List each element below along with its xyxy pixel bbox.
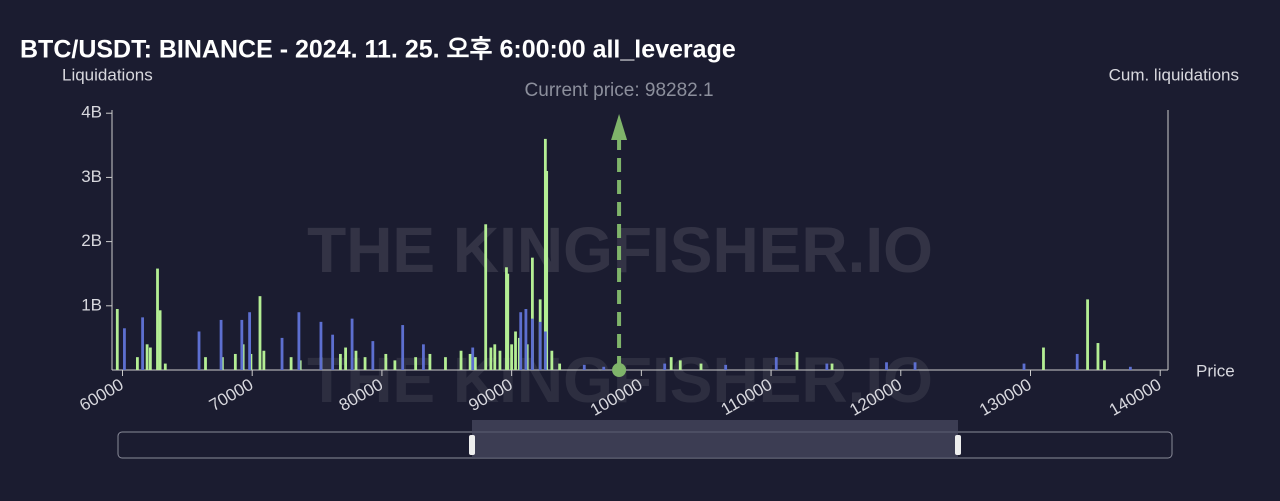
x-axis-label: Price xyxy=(1196,361,1235,380)
bar xyxy=(344,347,347,370)
bar xyxy=(148,347,152,370)
bar xyxy=(350,318,354,370)
bar xyxy=(163,363,167,370)
y-tick-label: 1B xyxy=(81,295,102,314)
bar xyxy=(493,344,497,370)
bar xyxy=(1128,366,1132,370)
bar xyxy=(414,357,418,370)
bar xyxy=(319,321,323,370)
bar xyxy=(913,362,917,370)
watermark: THE KINGFISHER.IO xyxy=(307,344,933,416)
bar xyxy=(489,347,493,370)
bar xyxy=(156,268,159,370)
bar xyxy=(558,363,562,370)
bar xyxy=(262,350,266,370)
slider-window[interactable] xyxy=(472,420,958,458)
bar xyxy=(543,331,547,370)
bar xyxy=(297,312,301,370)
bar xyxy=(524,309,528,370)
bar xyxy=(158,310,162,370)
bar xyxy=(197,331,201,370)
slider-handle[interactable] xyxy=(955,435,961,455)
bar xyxy=(363,357,367,370)
bar xyxy=(582,364,586,370)
bar xyxy=(471,347,475,370)
y-axis-label: Liquidations xyxy=(62,65,153,84)
bar xyxy=(498,350,502,370)
bar xyxy=(484,224,488,370)
bar xyxy=(550,350,554,370)
bar xyxy=(459,350,463,370)
bar xyxy=(240,319,244,370)
bar xyxy=(468,353,472,370)
bar xyxy=(393,360,397,370)
bar xyxy=(663,363,667,370)
bar xyxy=(514,331,517,370)
bar xyxy=(885,362,888,370)
bar xyxy=(1086,299,1089,370)
bar xyxy=(136,357,139,370)
bar xyxy=(401,325,405,370)
bar xyxy=(384,353,388,370)
range-slider[interactable] xyxy=(117,420,1173,459)
bar xyxy=(248,312,252,370)
y2-axis-label: Cum. liquidations xyxy=(1109,65,1239,84)
bar xyxy=(1096,343,1100,370)
bar xyxy=(428,353,432,370)
bar xyxy=(545,170,549,370)
bar xyxy=(233,353,237,370)
y-tick-label: 2B xyxy=(81,231,102,250)
bar xyxy=(115,309,119,370)
current-price-label: Current price: 98282.1 xyxy=(525,80,714,101)
bar xyxy=(774,357,778,370)
current-price-marker xyxy=(612,363,627,377)
bar xyxy=(795,352,799,370)
y-tick-label: 4B xyxy=(81,103,102,122)
bar xyxy=(141,317,144,370)
bar xyxy=(519,312,523,370)
y-tick-label: 3B xyxy=(81,167,102,186)
bar xyxy=(530,257,534,370)
bar xyxy=(669,357,673,370)
bar xyxy=(538,321,542,370)
bar xyxy=(825,363,829,370)
bar xyxy=(331,334,335,370)
bar xyxy=(219,319,223,370)
bar xyxy=(1103,360,1106,370)
bar xyxy=(1042,347,1045,370)
bar xyxy=(830,363,834,370)
bar xyxy=(258,296,262,370)
bar xyxy=(204,357,207,370)
bar xyxy=(678,360,682,370)
bar xyxy=(1075,353,1079,370)
bar xyxy=(422,344,425,370)
bar xyxy=(724,364,728,370)
bar xyxy=(506,273,510,370)
slider-handle[interactable] xyxy=(469,435,475,455)
current-price-arrow xyxy=(611,114,628,140)
bar xyxy=(123,328,126,370)
bar xyxy=(339,353,342,370)
bar xyxy=(444,357,447,370)
bar xyxy=(354,350,358,370)
bar xyxy=(699,363,703,370)
bar xyxy=(1022,363,1026,370)
bar xyxy=(510,344,514,370)
bar xyxy=(371,341,375,370)
bar xyxy=(602,366,606,370)
bar xyxy=(145,344,149,370)
bar xyxy=(289,357,293,370)
bar xyxy=(473,357,477,370)
bar xyxy=(280,337,284,370)
chart-title: BTC/USDT: BINANCE - 2024. 11. 25. 오후 6:0… xyxy=(20,36,736,64)
bar xyxy=(530,318,534,370)
